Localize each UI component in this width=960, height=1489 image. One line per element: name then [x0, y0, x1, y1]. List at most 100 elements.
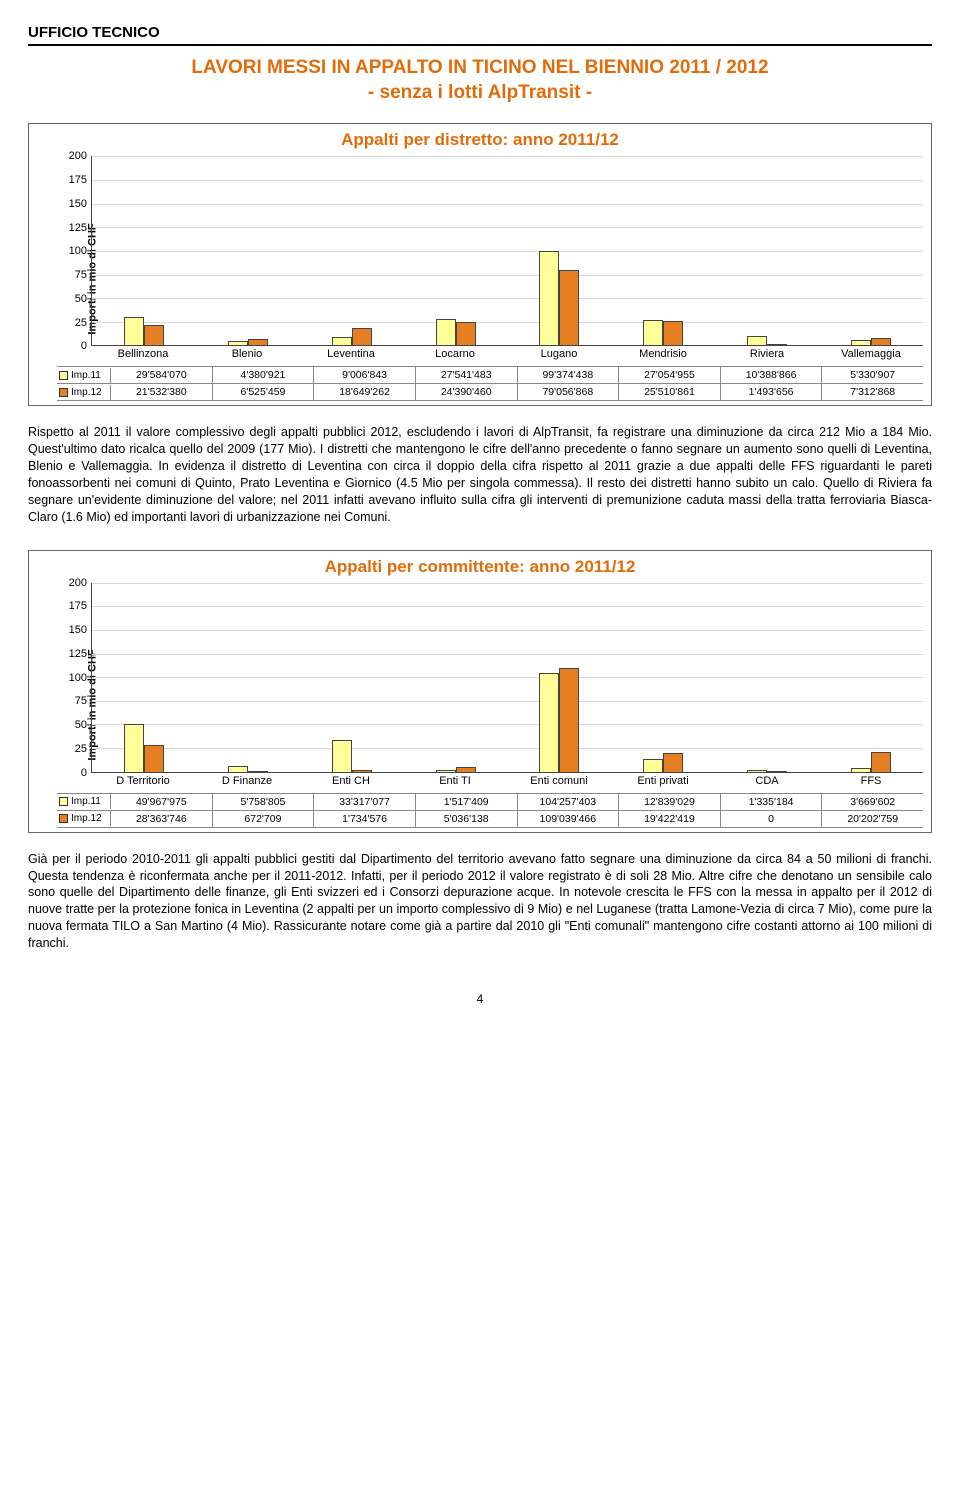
- table-cell: 1'517'409: [416, 794, 518, 810]
- legend-swatch: [59, 388, 68, 397]
- category-label: Leventina: [299, 346, 403, 366]
- chart2-data-table: Imp.11 49'967'9755'758'80533'317'0771'517…: [57, 793, 923, 828]
- chart2-category-row: D TerritorioD FinanzeEnti CHEnti TIEnti …: [91, 773, 923, 793]
- table-cell: 21'532'380: [111, 384, 213, 400]
- bar: [124, 317, 144, 345]
- table-cell: 79'056'868: [518, 384, 620, 400]
- bar: [248, 339, 268, 345]
- table-cell: 27'054'955: [619, 367, 721, 383]
- category-label: Blenio: [195, 346, 299, 366]
- bar-group: [92, 724, 196, 772]
- header-bar: UFFICIO TECNICO: [28, 24, 932, 46]
- bar: [332, 337, 352, 346]
- bar: [332, 740, 352, 772]
- bar: [747, 770, 767, 771]
- chart1-title: Appalti per distretto: anno 2011/12: [37, 130, 923, 150]
- bar: [124, 724, 144, 772]
- table-cell: 5'758'805: [213, 794, 315, 810]
- table-cell: 6'525'459: [213, 384, 315, 400]
- legend-cell: Imp.11: [57, 368, 111, 383]
- bar: [436, 770, 456, 771]
- chart1-category-row: BellinzonaBlenioLeventinaLocarnoLuganoMe…: [91, 346, 923, 366]
- table-row: Imp.1228'363'746672'7091'734'5765'036'13…: [57, 811, 923, 828]
- bar: [352, 770, 372, 772]
- legend-cell: Imp.12: [57, 811, 111, 826]
- category-label: D Territorio: [91, 773, 195, 793]
- bar: [559, 668, 579, 772]
- table-cell: 19'422'419: [619, 811, 721, 827]
- chart1-data-table: Imp.1129'584'0704'380'9219'006'84327'541…: [57, 366, 923, 401]
- table-cell: 28'363'746: [111, 811, 213, 827]
- table-row: Imp.1129'584'0704'380'9219'006'84327'541…: [57, 367, 923, 384]
- paragraph-1: Rispetto al 2011 il valore complessivo d…: [28, 424, 932, 525]
- table-row: Imp.11 49'967'9755'758'80533'317'0771'517…: [57, 794, 923, 811]
- legend-cell: Imp.11: [57, 794, 111, 809]
- category-label: Enti comuni: [507, 773, 611, 793]
- bar: [643, 320, 663, 346]
- bar-group: [196, 766, 300, 772]
- main-title-line1: LAVORI MESSI IN APPALTO IN TICINO NEL BI…: [191, 57, 768, 78]
- chart2-ylabel-wrap: Importi in mio di CHF: [37, 583, 57, 828]
- bar: [559, 270, 579, 345]
- bar-group: [611, 753, 715, 771]
- bar: [767, 771, 787, 772]
- bar-group: [404, 767, 508, 772]
- table-cell: 5'330'907: [822, 367, 923, 383]
- category-label: Lugano: [507, 346, 611, 366]
- category-label: Enti TI: [403, 773, 507, 793]
- bar: [851, 340, 871, 345]
- category-label: Locarno: [403, 346, 507, 366]
- legend-label: Imp.12: [71, 387, 102, 398]
- table-cell: 1'734'576: [314, 811, 416, 827]
- bar: [871, 752, 891, 771]
- bar: [144, 325, 164, 345]
- table-cell: 9'006'843: [314, 367, 416, 383]
- category-label: Vallemaggia: [819, 346, 923, 366]
- table-cell: 99'374'438: [518, 367, 620, 383]
- chart2-y-axis: 2001751501251007550250: [57, 583, 91, 773]
- category-label: Riviera: [715, 346, 819, 366]
- bar: [436, 319, 456, 345]
- table-row: Imp.1221'532'3806'525'45918'649'26224'39…: [57, 384, 923, 401]
- chart1-plot-area: [91, 156, 923, 346]
- legend-label: Imp.12: [71, 813, 102, 824]
- bar-group: [715, 770, 819, 771]
- table-cell: 104'257'403: [518, 794, 620, 810]
- bar: [456, 767, 476, 772]
- table-cell: 24'390'460: [416, 384, 518, 400]
- bar: [747, 336, 767, 346]
- category-label: CDA: [715, 773, 819, 793]
- bar: [851, 768, 871, 772]
- legend-label: Imp.11: [71, 796, 101, 807]
- bar: [352, 328, 372, 346]
- chart-committente: Appalti per committente: anno 2011/12 Im…: [28, 550, 932, 833]
- bar-group: [300, 328, 404, 346]
- main-title: LAVORI MESSI IN APPALTO IN TICINO NEL BI…: [28, 56, 932, 105]
- table-cell: 1'335'184: [721, 794, 823, 810]
- category-label: Enti CH: [299, 773, 403, 793]
- table-cell: 0: [721, 811, 823, 827]
- table-cell: 33'317'077: [314, 794, 416, 810]
- table-cell: 49'967'975: [111, 794, 213, 810]
- table-cell: 27'541'483: [416, 367, 518, 383]
- legend-swatch: [59, 814, 68, 823]
- bar-group: [508, 668, 612, 772]
- chart1-ylabel-wrap: Importi in mio di CHF: [37, 156, 57, 401]
- bar: [228, 766, 248, 772]
- bar: [539, 251, 559, 345]
- bar: [643, 759, 663, 771]
- category-label: Bellinzona: [91, 346, 195, 366]
- bar-group: [715, 336, 819, 346]
- bar-group: [92, 317, 196, 345]
- chart1-y-axis: 2001751501251007550250: [57, 156, 91, 346]
- bar: [248, 771, 268, 772]
- chart2-title: Appalti per committente: anno 2011/12: [37, 557, 923, 577]
- bar-group: [611, 320, 715, 346]
- legend-swatch: [59, 797, 68, 806]
- category-label: D Finanze: [195, 773, 299, 793]
- bar: [767, 344, 787, 345]
- bar: [871, 338, 891, 345]
- bar: [456, 322, 476, 345]
- category-label: Enti privati: [611, 773, 715, 793]
- chart-distretto: Appalti per distretto: anno 2011/12 Impo…: [28, 123, 932, 406]
